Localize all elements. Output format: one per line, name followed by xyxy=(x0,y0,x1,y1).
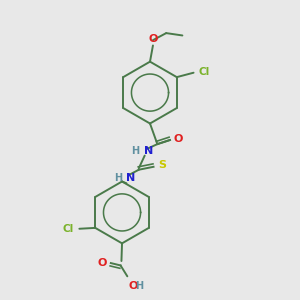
Text: O: O xyxy=(148,34,158,44)
Text: N: N xyxy=(144,146,153,156)
Text: O: O xyxy=(129,281,138,291)
Text: O: O xyxy=(97,258,106,268)
Text: O: O xyxy=(174,134,183,144)
Text: H: H xyxy=(132,146,140,156)
Text: Cl: Cl xyxy=(62,224,74,234)
Text: H: H xyxy=(135,281,143,291)
Text: S: S xyxy=(158,160,166,170)
Text: Cl: Cl xyxy=(199,67,210,77)
Text: H: H xyxy=(114,173,122,183)
Text: N: N xyxy=(126,173,136,183)
